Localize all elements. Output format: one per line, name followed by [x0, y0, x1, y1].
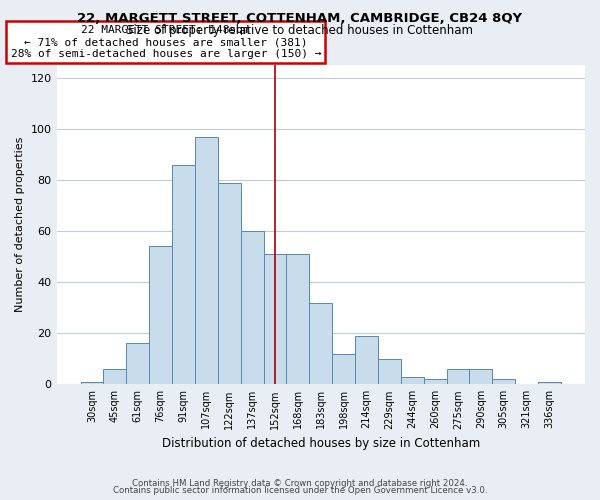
Bar: [446, 369, 469, 384]
Bar: [310, 302, 332, 384]
Text: Contains HM Land Registry data © Crown copyright and database right 2024.: Contains HM Land Registry data © Crown c…: [132, 478, 468, 488]
Bar: [195, 136, 218, 384]
Bar: [149, 246, 172, 384]
Bar: [286, 254, 310, 384]
Bar: [263, 254, 286, 384]
Y-axis label: Number of detached properties: Number of detached properties: [15, 137, 25, 312]
Text: Size of property relative to detached houses in Cottenham: Size of property relative to detached ho…: [127, 24, 473, 37]
Text: 22 MARGETT STREET: 148sqm
← 71% of detached houses are smaller (381)
28% of semi: 22 MARGETT STREET: 148sqm ← 71% of detac…: [11, 26, 321, 58]
Bar: [172, 164, 195, 384]
Bar: [127, 344, 149, 384]
Bar: [103, 369, 127, 384]
Bar: [493, 379, 515, 384]
Bar: [424, 379, 446, 384]
Bar: [218, 182, 241, 384]
Text: Contains public sector information licensed under the Open Government Licence v3: Contains public sector information licen…: [113, 486, 487, 495]
Bar: [332, 354, 355, 384]
Bar: [401, 376, 424, 384]
Bar: [355, 336, 378, 384]
Bar: [80, 382, 103, 384]
Text: 22, MARGETT STREET, COTTENHAM, CAMBRIDGE, CB24 8QY: 22, MARGETT STREET, COTTENHAM, CAMBRIDGE…: [77, 12, 523, 26]
Bar: [241, 231, 263, 384]
Bar: [378, 359, 401, 384]
Bar: [469, 369, 493, 384]
X-axis label: Distribution of detached houses by size in Cottenham: Distribution of detached houses by size …: [161, 437, 480, 450]
Bar: [538, 382, 561, 384]
